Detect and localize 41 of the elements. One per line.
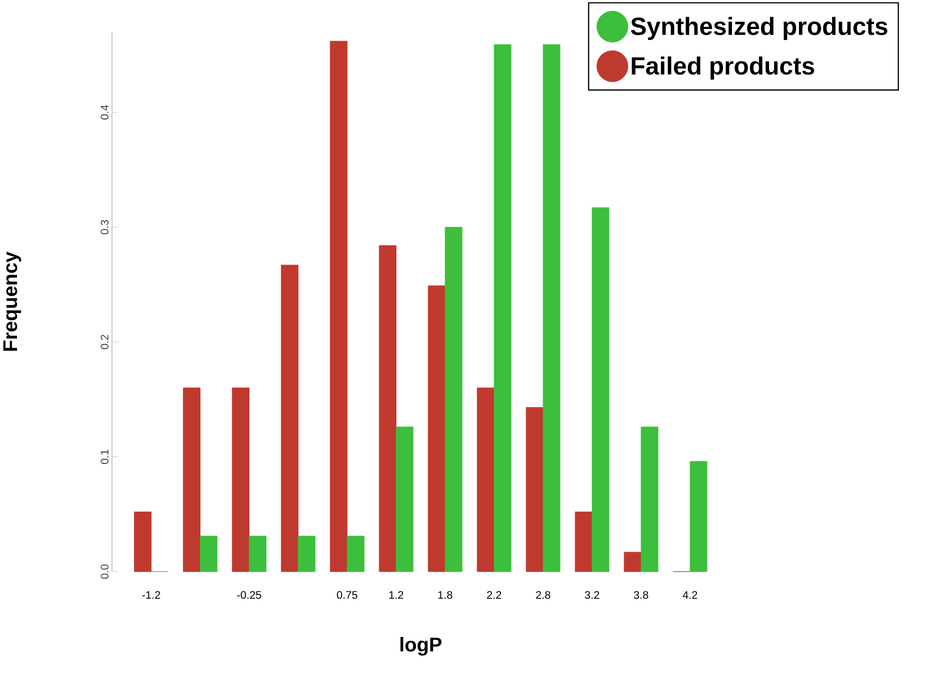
bar	[182, 387, 200, 572]
x-tick-label: 0.75	[336, 590, 358, 599]
y-tick-label: 0.1	[100, 450, 108, 464]
bar	[526, 406, 544, 572]
bar	[444, 226, 462, 572]
bar	[232, 387, 250, 572]
bar	[280, 264, 298, 572]
bar	[428, 285, 446, 572]
bar	[476, 387, 494, 572]
bar	[494, 44, 512, 572]
x-tick-label: 1.2	[389, 590, 404, 599]
x-tick-label: 2.2	[487, 590, 502, 599]
y-axis-title: Frequency	[3, 251, 22, 351]
y-tick-label: 0.3	[100, 220, 108, 234]
bar	[592, 207, 610, 572]
bar	[134, 511, 152, 572]
bar	[378, 245, 396, 572]
x-axis-title: logP	[400, 636, 442, 656]
y-tick-label: 0.4	[100, 104, 108, 120]
bar	[200, 536, 218, 572]
legend-label: Failed products	[632, 56, 814, 80]
x-tick-label: 2.8	[536, 590, 550, 599]
x-tick-label: -0.25	[237, 590, 262, 599]
y-tick-label: 0.2	[100, 334, 108, 349]
bar	[624, 552, 642, 572]
bar	[542, 44, 560, 572]
bar	[690, 460, 708, 572]
bar	[396, 426, 414, 572]
bar	[298, 536, 316, 572]
bar	[574, 511, 592, 572]
x-tick-label: 3.8	[634, 590, 648, 599]
bar	[640, 426, 658, 572]
bar	[248, 536, 266, 572]
x-tick-label: -1.2	[142, 590, 160, 599]
y-tick-label: 0.0	[100, 564, 108, 579]
bar	[330, 40, 348, 572]
x-tick-label: 3.2	[584, 590, 600, 599]
x-tick-label: 1.8	[438, 590, 452, 599]
bar	[346, 536, 364, 572]
x-tick-label: 4.2	[682, 590, 698, 599]
legend-label: Synthesized products	[630, 16, 888, 40]
